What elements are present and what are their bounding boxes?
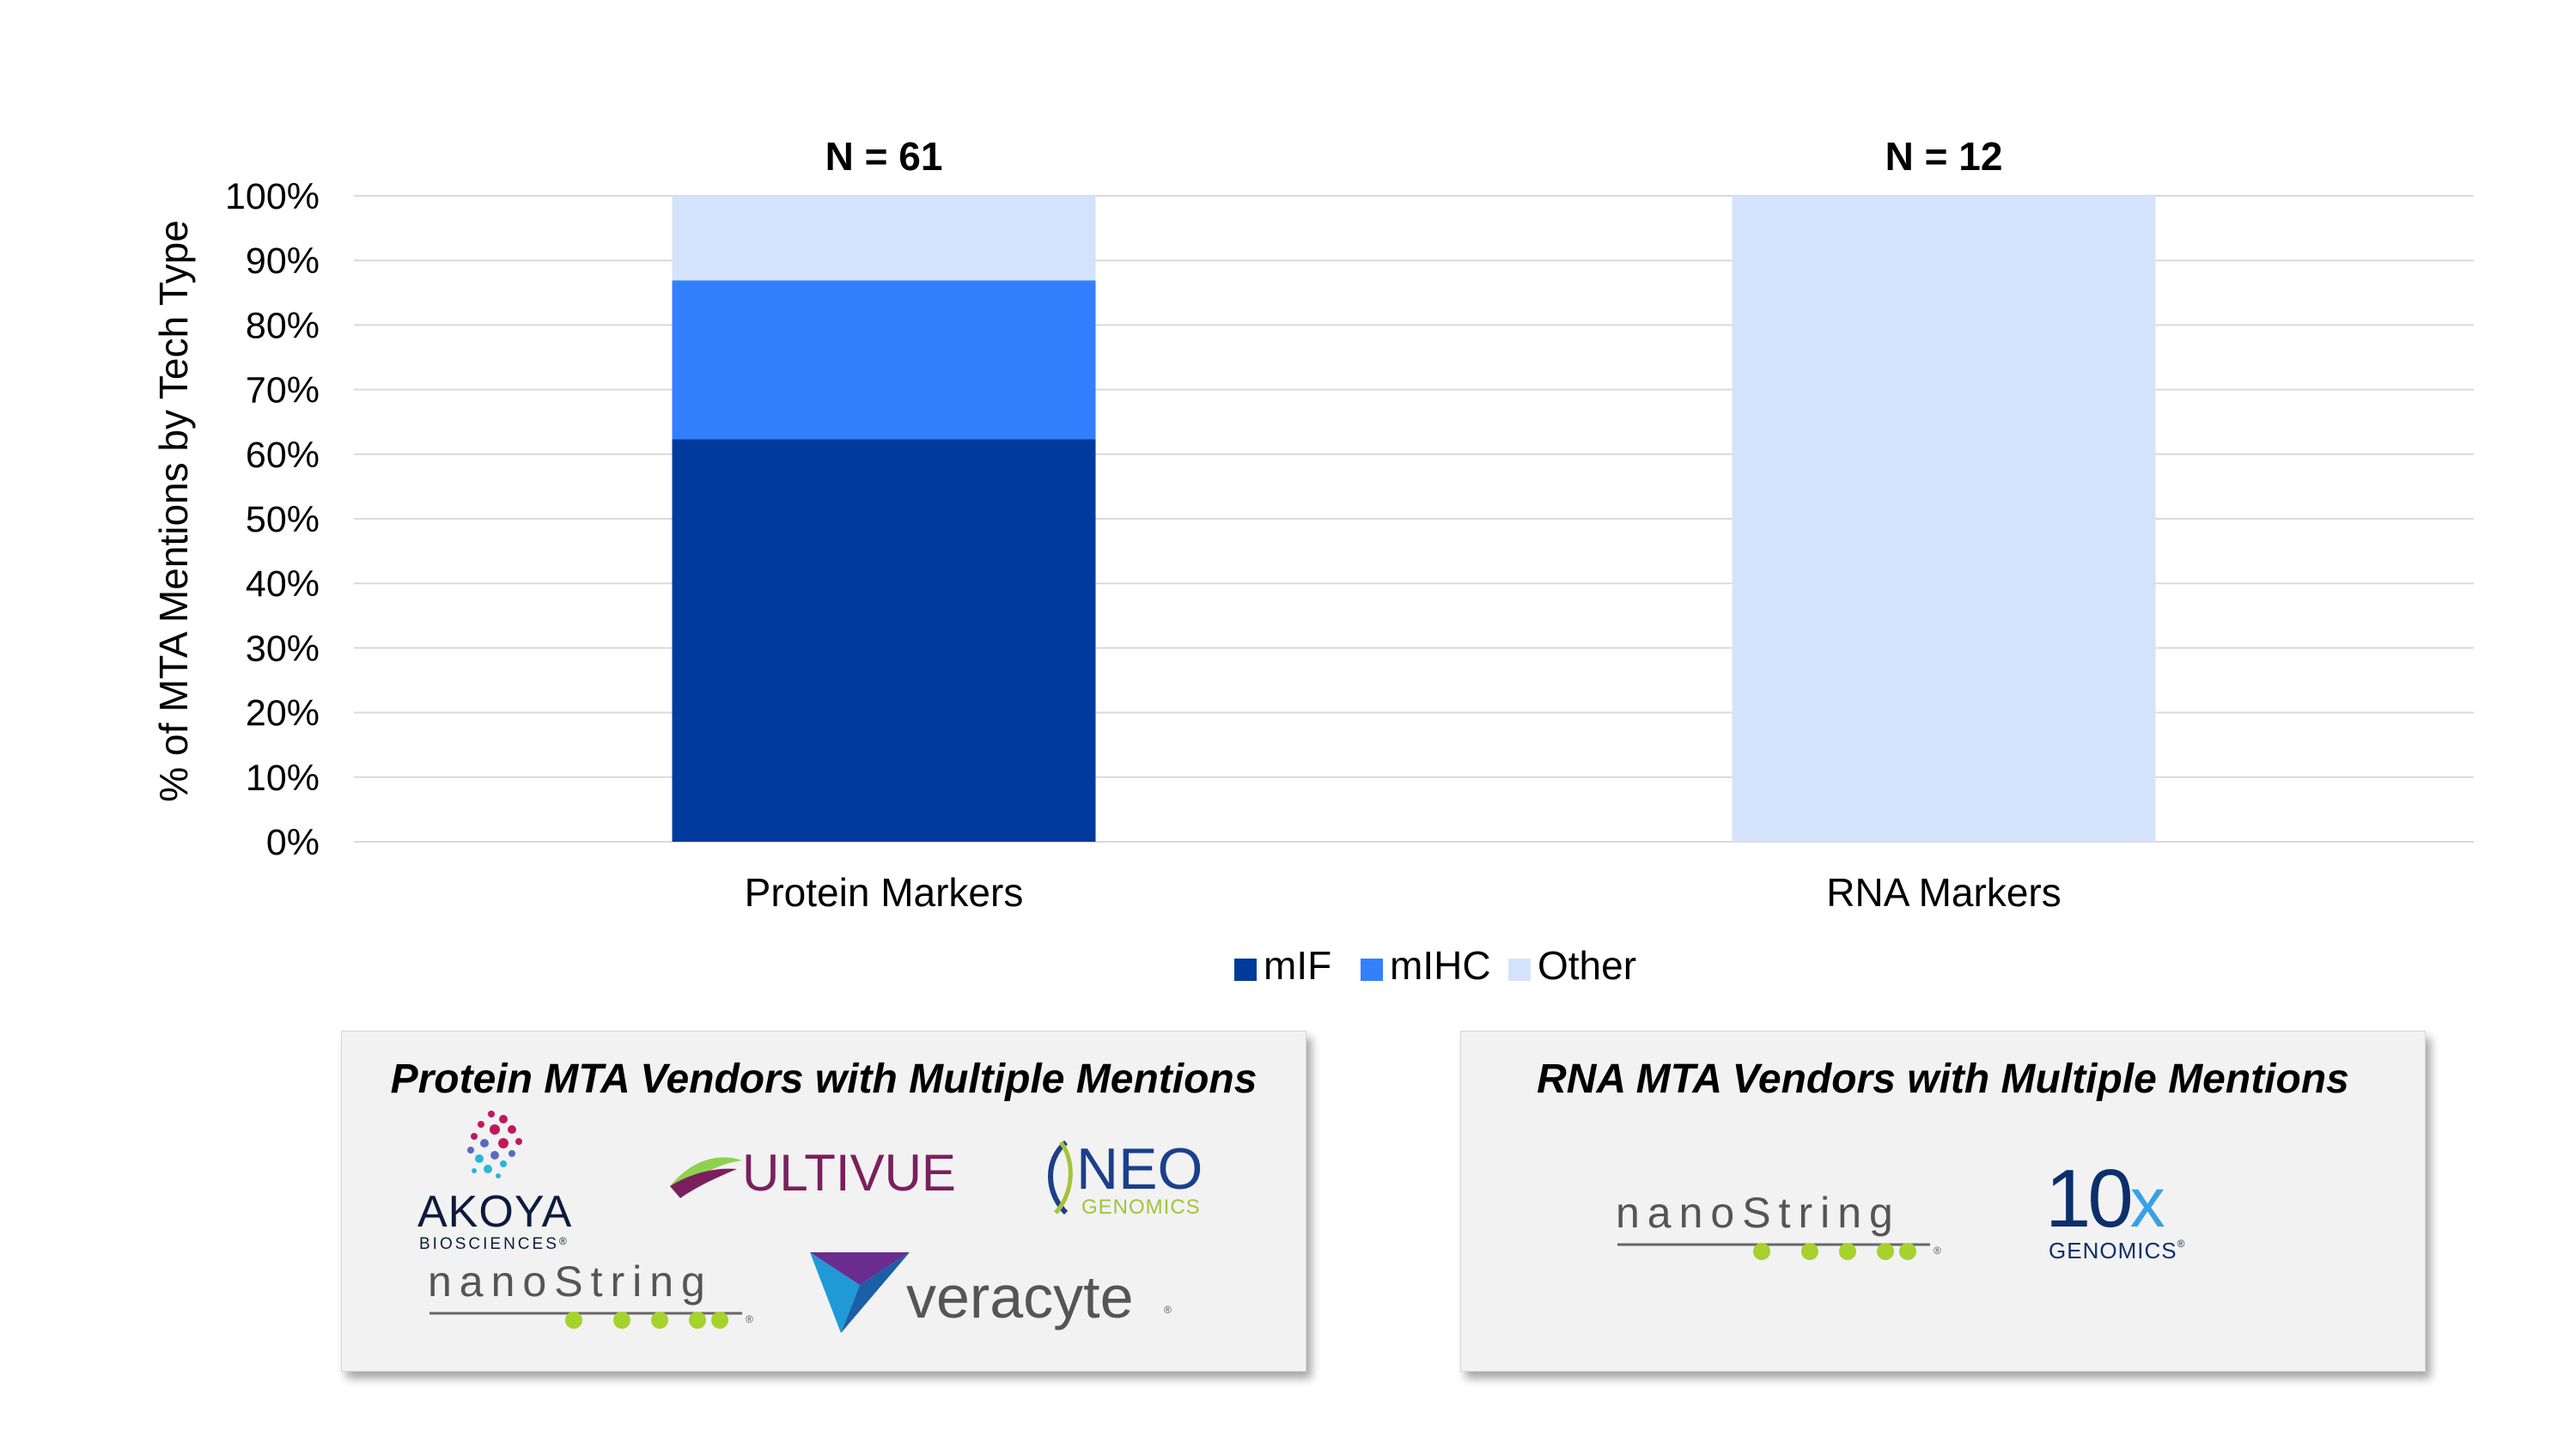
tenx-genomics-logo: 10x GENOMICS® — [2045, 1153, 2234, 1270]
rna-vendors-title: RNA MTA Vendors with Multiple Mentions — [1537, 1056, 2349, 1102]
bar-segment-other — [1732, 196, 2156, 842]
y-tick-label: 50% — [246, 499, 320, 540]
sample-size-label: N = 61 — [825, 134, 943, 179]
nanostring-name: nanoString — [1616, 1189, 1901, 1237]
sample-size-label: N = 12 — [1885, 134, 2003, 179]
y-tick-label: 100% — [225, 176, 320, 217]
grid-lines — [354, 195, 2474, 843]
legend-label-mihc: mIHC — [1390, 943, 1491, 988]
veracyte-v-icon — [810, 1252, 910, 1333]
neogenomics-logo: NEO GENOMICS — [1042, 1136, 1231, 1225]
veracyte-mark: ® — [1164, 1304, 1172, 1316]
y-tick-label: 70% — [246, 370, 320, 411]
akoya-sub: BIOSCIENCES® — [419, 1235, 569, 1253]
x-axis-categories: Protein Markers RNA Markers — [745, 870, 2061, 915]
tenx-number: 10x — [2045, 1153, 2165, 1245]
nanostring-logo: nanoString ® — [428, 1257, 771, 1334]
nanostring-name: nanoString — [428, 1257, 713, 1306]
neo-helix-icon — [1048, 1140, 1073, 1215]
rna-vendors-box: RNA MTA Vendors with Multiple Mentions n… — [1460, 1031, 2426, 1372]
neo-name: NEO — [1076, 1136, 1203, 1202]
y-tick-label: 10% — [246, 758, 320, 799]
nanostring-dots-icon — [429, 1312, 742, 1329]
y-axis-ticks: 0% 10% 20% 30% 40% 50% 60% 70% 80% 90% 100% — [225, 176, 320, 863]
legend-label-other: Other — [1538, 943, 1636, 988]
y-tick-label: 60% — [246, 435, 320, 476]
bar-segment-other — [672, 196, 1096, 281]
veracyte-logo: veracyte ® — [810, 1251, 1188, 1336]
protein-vendors-title: Protein MTA Vendors with Multiple Mentio… — [390, 1056, 1258, 1102]
akoya-name: AKOYA — [417, 1187, 573, 1237]
akoya-dots-icon — [467, 1111, 522, 1178]
y-tick-label: 0% — [266, 822, 320, 863]
bar-segment-mihc — [672, 280, 1096, 440]
legend-swatch-mif — [1234, 959, 1257, 981]
y-tick-label: 90% — [246, 240, 320, 282]
ultivue-logo: ULTIVUE — [668, 1143, 960, 1203]
veracyte-name: veracyte — [906, 1263, 1134, 1330]
nanostring-mark: ® — [746, 1313, 753, 1325]
tenx-sub: GENOMICS® — [2049, 1238, 2186, 1263]
akoya-logo: AKOYA BIOSCIENCES® — [402, 1104, 591, 1253]
y-axis-label: % of MTA Mentions by Tech Type — [151, 220, 196, 802]
legend-swatch-other — [1508, 959, 1531, 981]
legend-swatch-mihc — [1361, 959, 1383, 981]
protein-vendors-box: Protein MTA Vendors with Multiple Mentio… — [341, 1031, 1306, 1372]
y-tick-label: 20% — [246, 693, 320, 734]
y-tick-label: 30% — [246, 628, 320, 669]
ultivue-name: ULTIVUE — [742, 1144, 956, 1202]
x-category-label: Protein Markers — [745, 870, 1024, 915]
nanostring-dots-icon — [1617, 1243, 1930, 1260]
neo-sub: GENOMICS — [1081, 1196, 1201, 1219]
legend-label-mif: mIF — [1264, 943, 1331, 988]
bar-segment-mif — [672, 439, 1096, 842]
nanostring-mark: ® — [1934, 1245, 1941, 1257]
x-category-label: RNA Markers — [1826, 870, 2061, 915]
bar-annotations: N = 61 N = 12 — [825, 134, 2003, 179]
bars — [672, 196, 2156, 842]
y-tick-label: 40% — [246, 563, 320, 605]
y-tick-label: 80% — [246, 305, 320, 346]
nanostring-logo: nanoString ® — [1616, 1188, 1959, 1265]
ultivue-leaf-icon — [670, 1157, 742, 1198]
legend: mIF mIHC Other — [1234, 943, 1636, 988]
